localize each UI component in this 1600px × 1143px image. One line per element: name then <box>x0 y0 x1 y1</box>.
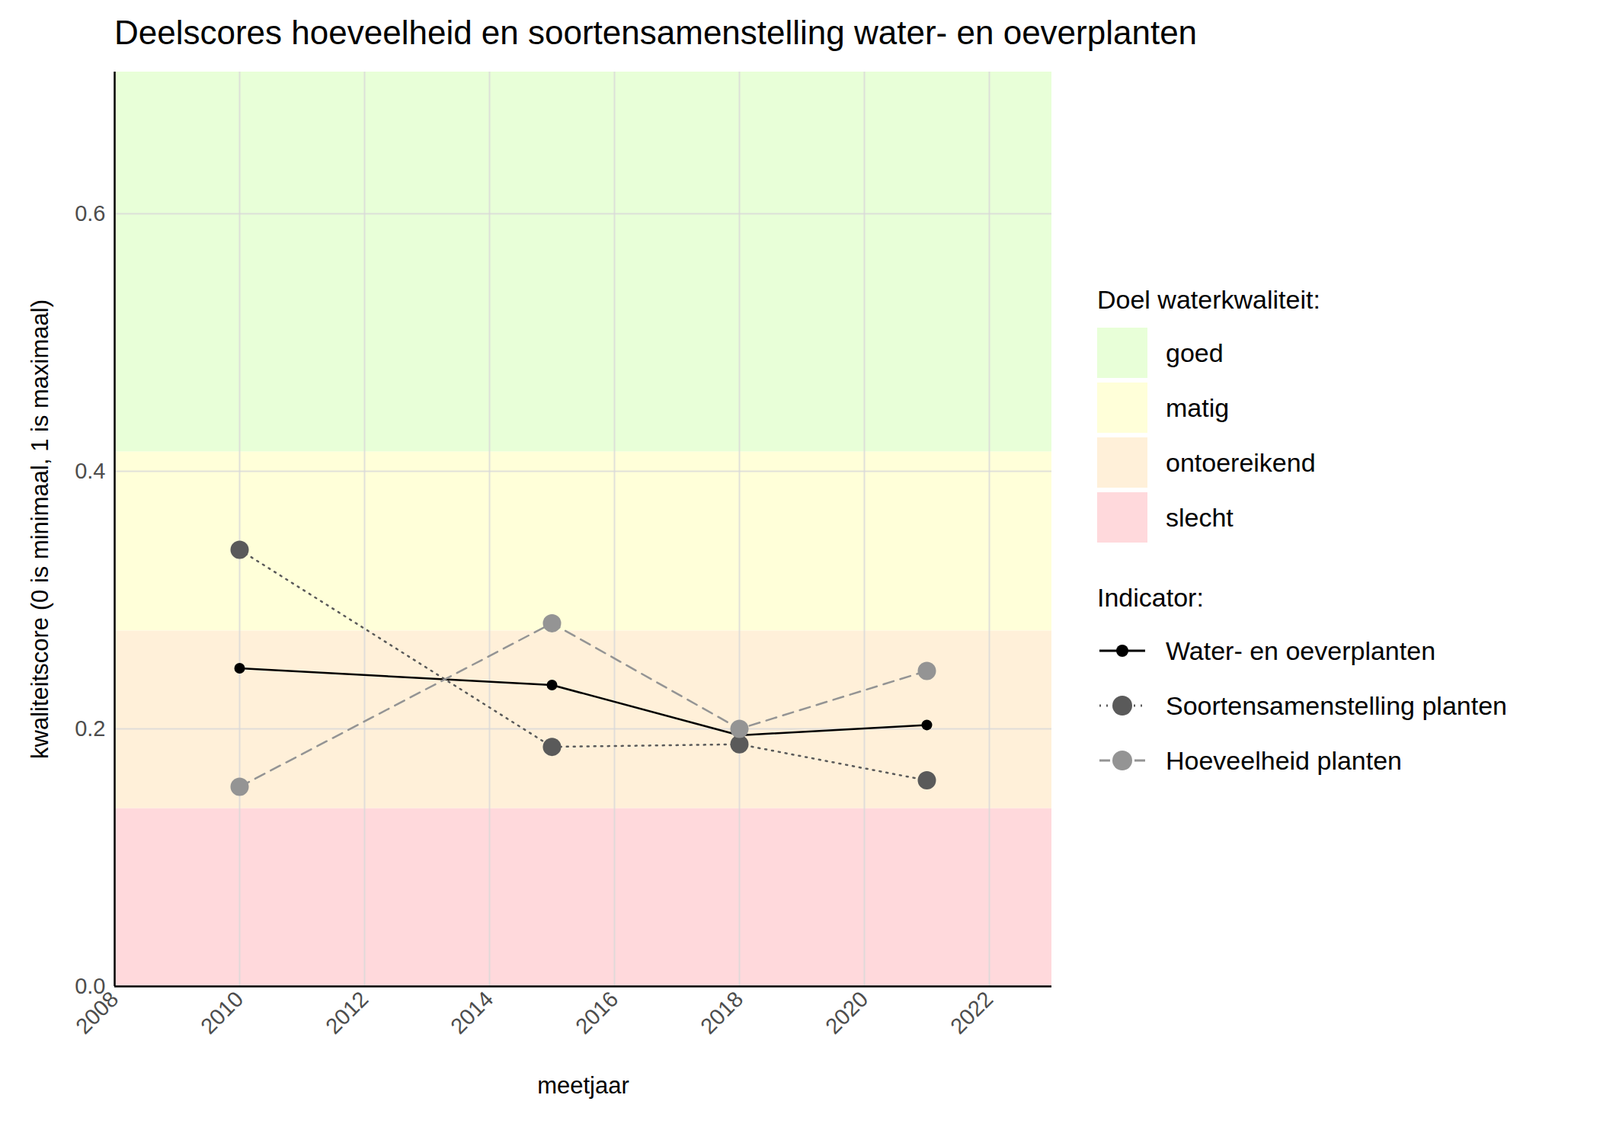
svg-text:2020: 2020 <box>820 986 873 1039</box>
svg-text:0.4: 0.4 <box>74 458 106 484</box>
html-text:slecht: slecht <box>1165 502 1234 532</box>
html-text:Hoeveelheid planten: Hoeveelheid planten <box>1165 745 1402 775</box>
svg-text:2016: 2016 <box>570 986 623 1039</box>
svg-text:2012: 2012 <box>320 986 373 1039</box>
html-text:Soortensamenstelling planten: Soortensamenstelling planten <box>1165 690 1508 720</box>
html-text:ontoereikend: ontoereikend <box>1165 447 1316 477</box>
html-text:Deelscores hoeveelheid en soor: Deelscores hoeveelheid en soortensamenst… <box>114 13 1198 52</box>
html-text:Water- en oeverplanten: Water- en oeverplanten <box>1165 635 1436 665</box>
svg-text:2014: 2014 <box>445 986 498 1039</box>
svg-text:0.0: 0.0 <box>74 973 106 998</box>
svg-text:2018: 2018 <box>695 986 748 1039</box>
svg-text:kwaliteitscore (0 is minimaal,: kwaliteitscore (0 is minimaal, 1 is maxi… <box>26 299 54 759</box>
html-text:matig: matig <box>1165 392 1230 422</box>
svg-text:0.2: 0.2 <box>74 716 106 741</box>
svg-text:2022: 2022 <box>945 986 998 1039</box>
html-text:Doel waterkwaliteit:: Doel waterkwaliteit: <box>1097 284 1321 314</box>
svg-text:0.6: 0.6 <box>74 201 106 226</box>
svg-text:meetjaar: meetjaar <box>537 1072 630 1099</box>
html-text:Indicator:: Indicator: <box>1097 582 1204 612</box>
svg-text:2010: 2010 <box>195 986 248 1039</box>
svg-text:2008: 2008 <box>70 986 123 1039</box>
html-text:goed: goed <box>1165 337 1224 367</box>
